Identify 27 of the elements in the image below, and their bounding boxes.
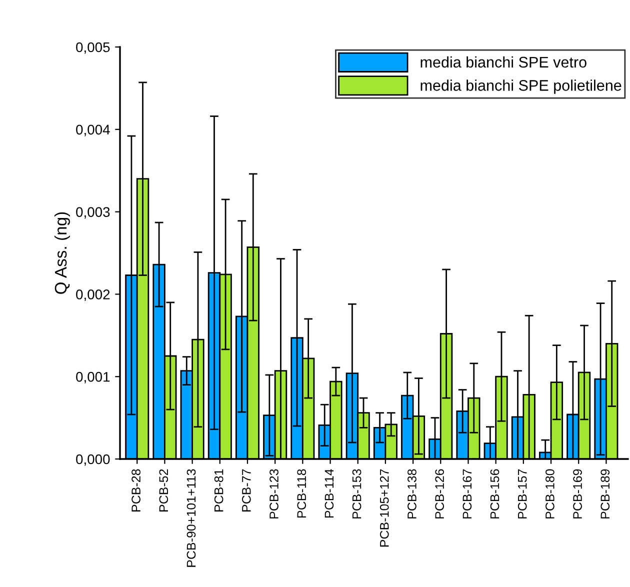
x-tick-label: PCB-180 xyxy=(546,469,554,518)
x-tick-label: PCB-77 xyxy=(242,469,251,512)
x-tick-label: PCB-126 xyxy=(435,469,444,518)
x-tick-label: PCB-189 xyxy=(600,469,610,518)
x-tick-label: PCB-114 xyxy=(324,469,334,518)
x-tick-label: PCB-138 xyxy=(408,469,416,518)
y-tick-label: 0,003 xyxy=(76,207,110,219)
y-tick-label: 0,001 xyxy=(76,372,110,384)
x-tick-label: PCB-153 xyxy=(352,469,362,518)
x-tick-label: PCB-90+101+113 xyxy=(186,469,196,567)
x-tick-label: PCB-167 xyxy=(462,469,472,518)
x-tick-label: PCB-28 xyxy=(132,469,140,512)
y-tick-label: 0,005 xyxy=(76,42,110,54)
x-tick-label: PCB-81 xyxy=(214,469,224,512)
x-tick-label: PCB-156 xyxy=(490,469,500,518)
y-tick-label: 0,002 xyxy=(76,290,110,302)
y-axis-title: Q Ass. (ng) xyxy=(54,212,70,294)
legend-label: media bianchi SPE polietilene xyxy=(420,80,622,94)
legend-label: media bianchi SPE vetro xyxy=(420,56,586,68)
x-tick-label: PCB-105+127 xyxy=(380,469,389,547)
x-tick-label: PCB-169 xyxy=(573,469,582,518)
x-tick-label: PCB-52 xyxy=(159,469,168,512)
x-tick-label: PCB-157 xyxy=(518,469,527,518)
y-tick-label: 0,004 xyxy=(76,124,110,136)
x-tick-label: PCB-123 xyxy=(270,469,278,518)
x-tick-label: PCB-118 xyxy=(297,469,306,518)
y-tick-label: 0,000 xyxy=(76,454,110,466)
